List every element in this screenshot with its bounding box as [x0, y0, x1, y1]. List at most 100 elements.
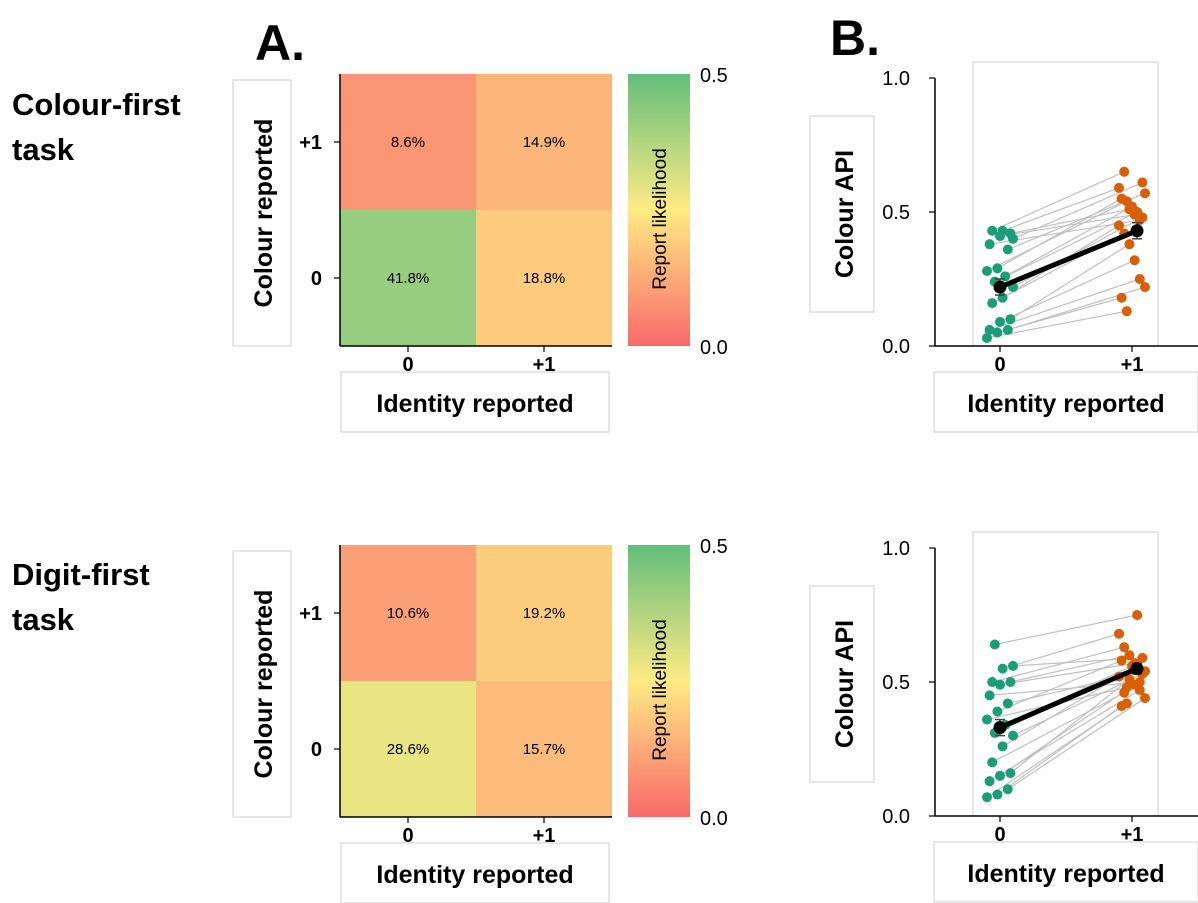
point-identity-plus1 [1114, 628, 1124, 639]
subject-pair-line [991, 692, 1125, 763]
point-identity-plus1 [1121, 306, 1132, 317]
point-identity-0 [995, 679, 1005, 690]
xlabel-box [340, 842, 610, 903]
point-identity-plus1 [1134, 677, 1145, 687]
x-axis-title: Identity reported [967, 390, 1164, 418]
point-identity-0 [984, 239, 995, 250]
point-identity-0 [984, 690, 995, 701]
point-identity-0 [992, 263, 1003, 274]
mean-point [993, 721, 1007, 735]
heatmap-cell-label: 15.7% [523, 741, 566, 758]
heatmap-cell-r1-c1 [476, 210, 612, 346]
ylabel-box [809, 115, 875, 313]
subject-pair-line [1002, 676, 1120, 747]
subject-pair-line [991, 171, 1125, 232]
subject-pair-line [989, 681, 1140, 696]
heatmap-cell-r0-c0 [340, 545, 476, 681]
mean-line [999, 228, 1138, 290]
y-tick-label: 0.5 [882, 202, 910, 224]
xlabel-box [933, 371, 1198, 433]
heatmap-digit-first: Colour reported 10.6% 19.2% 28.6% 15.7% +1 0 0 +… [232, 536, 728, 903]
point-identity-0 [987, 677, 998, 687]
point-identity-plus1 [1116, 193, 1127, 204]
x-tick-label: 0 [994, 824, 1005, 846]
task-label-digit-first-line1: Digit-first [12, 557, 150, 592]
x-tick-label: +1 [533, 825, 556, 847]
y-tick-label: 1.0 [882, 538, 910, 560]
x-tick-label: +1 [533, 354, 556, 376]
x-tick-label: 0 [402, 825, 413, 847]
point-identity-0 [1002, 324, 1013, 335]
y-tick-label: 1.0 [882, 68, 910, 90]
point-identity-plus1 [1140, 282, 1150, 293]
point-identity-plus1 [1124, 239, 1135, 250]
heatmap-colour-first: Colour reported 8.6% 14.9% 41.8% 18.8% +1 0 0 +1… [232, 65, 728, 433]
point-identity-0 [984, 776, 995, 787]
point-identity-plus1 [1132, 610, 1143, 620]
colorbar [628, 545, 690, 817]
heatmap-cell-r1-c1 [476, 681, 612, 817]
subject-pair-line [1010, 678, 1130, 774]
subject-pair-line [994, 211, 1138, 283]
subject-pair-line [1010, 243, 1130, 320]
point-identity-0 [982, 714, 992, 725]
colorbar-min-label: 0.0 [700, 808, 728, 830]
point-identity-plus1 [1121, 682, 1132, 693]
point-identity-plus1 [1124, 650, 1135, 661]
subject-pair-line [992, 646, 1125, 683]
point-identity-0 [987, 298, 998, 309]
point-identity-0 [982, 332, 992, 343]
point-identity-plus1 [1134, 274, 1145, 284]
mean-point [1130, 662, 1144, 676]
point-identity-plus1 [1124, 204, 1135, 215]
subject-pair-line [994, 614, 1138, 646]
point-identity-0 [987, 225, 998, 236]
x-tick-label: 0 [402, 354, 413, 376]
task-label-digit-first-line2: task [12, 602, 75, 637]
y-tick-label: 0.0 [882, 806, 910, 828]
y-tick-label: 0 [311, 268, 322, 290]
heatmap-cell-label: 8.6% [391, 134, 425, 151]
point-identity-0 [1000, 271, 1011, 282]
panel-letter-a: A. [255, 15, 305, 71]
y-tick-label: +1 [299, 603, 322, 625]
point-identity-plus1 [1114, 220, 1124, 231]
heatmap-cell-r1-c0 [340, 210, 476, 346]
heatmap-cell-r0-c1 [476, 545, 612, 681]
y-axis-title: Colour API [831, 150, 859, 278]
subject-pair-line [999, 214, 1135, 237]
mean-line [999, 666, 1138, 730]
point-identity-0 [1005, 768, 1016, 779]
point-identity-0 [984, 324, 995, 335]
y-axis-title: Colour reported [250, 119, 278, 308]
ylabel-box [232, 79, 292, 347]
point-identity-0 [989, 639, 1000, 650]
point-identity-0 [1002, 784, 1013, 795]
point-identity-0 [997, 741, 1008, 752]
heatmap-cell-r0-c1 [476, 74, 612, 210]
y-tick-label: 0.5 [882, 672, 910, 694]
y-axis-title: Colour API [831, 620, 859, 748]
xlabel-box [933, 841, 1198, 903]
panel-letter-b: B. [830, 10, 880, 66]
heatmap-cell-label: 18.8% [523, 270, 566, 287]
point-identity-0 [1005, 677, 1016, 687]
x-tick-label: +1 [1121, 824, 1144, 846]
x-axis-title: Identity reported [967, 860, 1164, 888]
task-label-colour-first-line2: task [12, 132, 75, 167]
point-identity-plus1 [1119, 166, 1130, 177]
y-tick-label: +1 [299, 132, 322, 154]
point-identity-plus1 [1116, 655, 1127, 666]
colorbar-title: Report likelihood [650, 619, 671, 761]
point-identity-0 [982, 792, 992, 803]
point-identity-plus1 [1140, 693, 1150, 704]
point-identity-plus1 [1129, 255, 1140, 266]
point-identity-0 [997, 225, 1008, 236]
task-label-colour-first-line1: Colour-first [12, 87, 181, 122]
subject-pair-line [1007, 697, 1146, 790]
subject-pair-line [999, 684, 1135, 777]
point-identity-plus1 [1119, 642, 1130, 653]
point-identity-plus1 [1137, 652, 1148, 663]
mean-point [993, 280, 1007, 294]
heatmap-cell-label: 10.6% [387, 605, 430, 622]
